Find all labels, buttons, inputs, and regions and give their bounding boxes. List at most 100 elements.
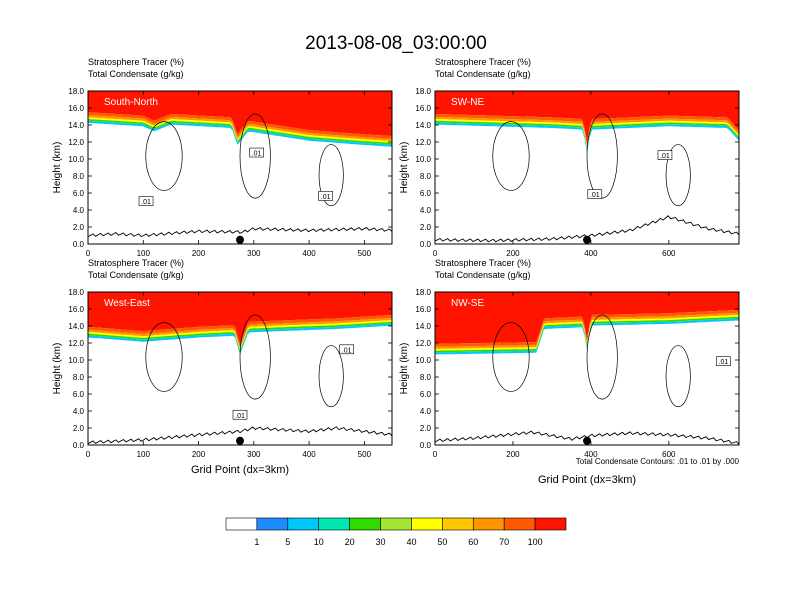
colorbar-label: 5: [285, 537, 290, 547]
colorbar-label: 10: [314, 537, 324, 547]
x-tick-label: 200: [192, 450, 206, 459]
y-tick-label: 10.0: [415, 356, 431, 365]
contour-label: .01: [321, 194, 331, 201]
panel-label-tracer: Stratosphere Tracer (%): [435, 57, 531, 67]
plot-content: .01 .01: [88, 292, 392, 445]
x-tick-label: 100: [137, 249, 151, 258]
colorbar-swatch: [442, 517, 474, 531]
colorbar-swatch: [503, 517, 536, 531]
y-tick-label: 4.0: [73, 407, 85, 416]
condensate-contour: [586, 314, 618, 400]
contour-label-box: [339, 344, 354, 355]
tracer-band-50: [435, 309, 739, 347]
panels: Stratosphere Tracer (%) Total Condensate …: [52, 57, 740, 459]
y-tick-label: 10.0: [68, 155, 84, 164]
condensate-contour: [586, 113, 618, 199]
y-tick-label: 0.0: [73, 441, 85, 450]
y-tick-label: 12.0: [415, 138, 431, 147]
tracer-region-100: [88, 91, 392, 137]
location-marker: [583, 235, 591, 244]
contour-label-box: [587, 189, 603, 199]
y-tick-label: 0.0: [420, 441, 432, 450]
x-tick-label: 300: [247, 450, 261, 459]
panel-label-condensate: Total Condensate (g/kg): [88, 270, 184, 280]
plot-frame: [87, 291, 393, 446]
y-tick-label: 6.0: [420, 390, 432, 399]
condensate-contour: [318, 144, 344, 207]
x-tick-label: 500: [358, 249, 372, 258]
y-axis-label: Height (km): [52, 343, 63, 395]
tracer-band-70: [88, 320, 392, 351]
y-tick-label: 4.0: [420, 407, 432, 416]
condensate-contour: [145, 121, 183, 191]
plot-frame: [434, 90, 740, 245]
x-tick-label: 0: [433, 450, 438, 459]
y-tick-label: 16.0: [415, 104, 431, 113]
condensate-contour: [665, 345, 691, 408]
panel-label-tracer: Stratosphere Tracer (%): [435, 258, 531, 268]
y-tick-label: 14.0: [68, 121, 84, 130]
y-axis-label: Height (km): [399, 343, 410, 395]
colorbar-swatch: [472, 517, 505, 531]
tracer-band-50: [435, 113, 739, 146]
contour-label: .01: [719, 359, 729, 366]
contour-label: .01: [141, 199, 151, 206]
colorbar-label: 30: [376, 537, 386, 547]
panel-name: SW-NE: [451, 97, 484, 108]
y-tick-label: 4.0: [420, 206, 432, 215]
colorbar-label: 100: [528, 537, 543, 547]
tracer-band-100: [88, 119, 392, 145]
y-tick-label: 18.0: [68, 87, 84, 96]
tracer-region-100: [88, 292, 392, 344]
tracer-band-100: [435, 120, 739, 152]
y-tick-label: 0.0: [73, 240, 85, 249]
panel-name: West-East: [104, 298, 150, 309]
contour-label-box: [249, 147, 264, 158]
x-tick-label: 400: [302, 249, 316, 258]
x-tick-label: 100: [137, 450, 151, 459]
contour-label: .01: [590, 192, 600, 199]
contour-label-box: [138, 196, 154, 206]
x-tick-label: 0: [86, 450, 91, 459]
tracer-band-50: [88, 314, 392, 347]
y-tick-label: 8.0: [73, 373, 85, 382]
y-tick-label: 18.0: [68, 288, 84, 297]
colorbar-label: 70: [499, 537, 509, 547]
contour-note: Total Condensate Contours: .01 to .01 by…: [576, 457, 740, 466]
contour-label: .01: [252, 151, 262, 158]
figure-title: 2013-08-08_03:00:00: [305, 33, 487, 54]
colorbar-label: 60: [468, 537, 478, 547]
tracer-band-70: [435, 119, 739, 150]
y-tick-label: 18.0: [415, 87, 431, 96]
tracer-band-60: [88, 317, 392, 349]
colorbar-label: 50: [437, 537, 447, 547]
tracer-band-50: [88, 112, 392, 139]
terrain-line: [88, 227, 392, 238]
y-tick-label: 0.0: [420, 240, 432, 249]
panel-west-east: Stratosphere Tracer (%) Total Condensate …: [52, 258, 393, 459]
panel-label-tracer: Stratosphere Tracer (%): [88, 258, 184, 268]
colorbar-swatch: [318, 517, 350, 531]
tracer-band-70: [88, 117, 392, 143]
condensate-contour: [492, 322, 530, 392]
y-tick-label: 2.0: [73, 223, 85, 232]
x-tick-label: 400: [584, 249, 598, 258]
contour-label-box: [232, 409, 248, 420]
y-tick-label: 6.0: [73, 189, 85, 198]
contour-label-box: [716, 356, 731, 367]
condensate-contour: [665, 144, 691, 207]
location-marker: [236, 235, 244, 244]
colorbar-label: 1: [254, 537, 259, 547]
panel-name: NW-SE: [451, 298, 484, 309]
condensate-contour: [239, 113, 271, 199]
y-tick-label: 12.0: [68, 138, 84, 147]
x-tick-label: 200: [506, 450, 520, 459]
tracer-region-100: [435, 91, 739, 143]
y-tick-label: 2.0: [73, 424, 85, 433]
colorbar-swatch: [256, 517, 289, 531]
x-tick-label: 400: [584, 450, 598, 459]
y-tick-label: 16.0: [415, 305, 431, 314]
x-tick-label: 0: [86, 249, 91, 258]
y-tick-label: 12.0: [415, 339, 431, 348]
tracer-band-60: [435, 116, 739, 148]
